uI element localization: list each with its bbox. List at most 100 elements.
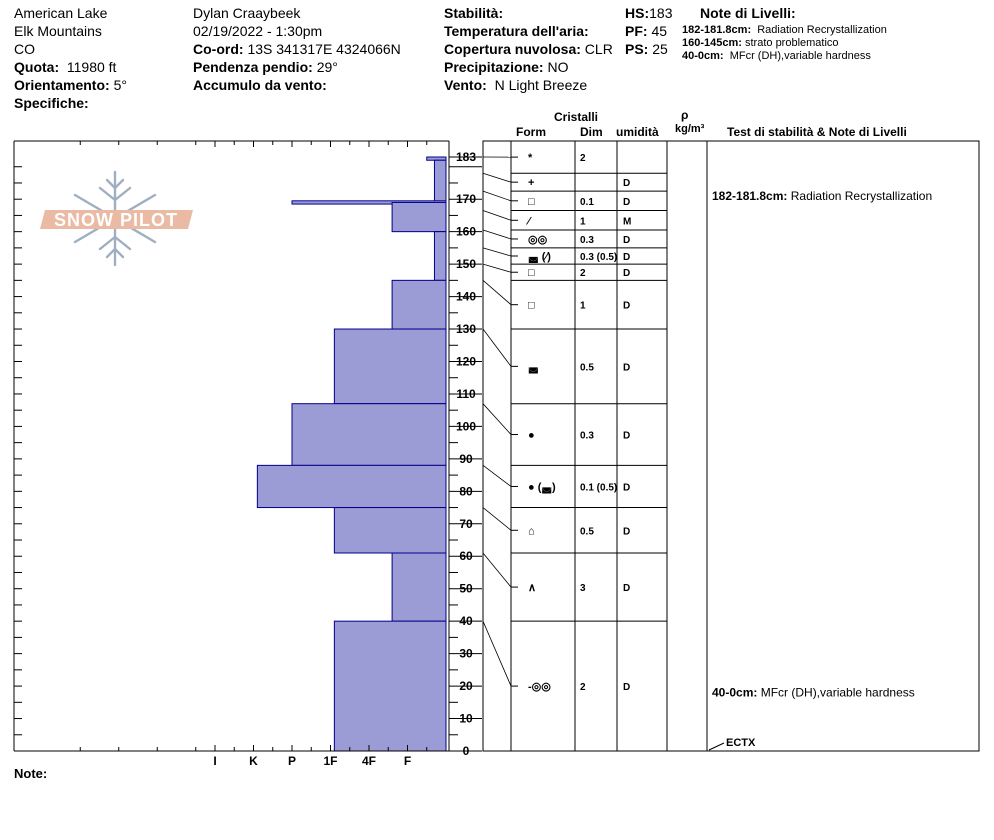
hardness-bar	[333, 507, 447, 554]
depth-tick-label: 50	[459, 582, 473, 596]
cloud-value: CLR	[584, 41, 613, 57]
stability-label: Stabilità:	[444, 5, 504, 21]
annotation-text: Radiation Recrystallization	[791, 189, 932, 203]
depth-tick-label: 20	[459, 679, 473, 693]
crystal-size: 1	[580, 301, 586, 312]
air-temp-label: Temperatura dell'aria:	[444, 23, 589, 39]
layer-note-text: strato problematico	[745, 37, 839, 49]
depth-tick-label: 40	[459, 614, 473, 628]
hs-line: HS:183	[625, 4, 672, 22]
layer-note-range: 40-0cm:	[682, 50, 724, 62]
crystal-moisture: D	[623, 526, 630, 537]
layer-note-text: Radiation Recrystallization	[757, 24, 887, 36]
slope-value: 29°	[316, 59, 338, 75]
test-pointer	[708, 742, 725, 751]
annotation-range: 40-0cm:	[712, 686, 761, 700]
crystal-moisture: D	[623, 178, 630, 189]
layer-note-text: MFcr (DH),variable hardness	[729, 50, 871, 62]
crystal-moisture: D	[623, 362, 630, 373]
layer-connector	[482, 328, 512, 367]
mountain-range: Elk Mountains	[14, 23, 102, 39]
depth-tick-label: 170	[456, 192, 476, 206]
crystal-form: ● (◛)	[528, 481, 556, 493]
hardness-bar	[433, 159, 447, 203]
hardness-bar	[433, 231, 447, 281]
crystals-header: Cristalli	[554, 110, 599, 124]
crystal-moisture: D	[623, 682, 630, 693]
crystal-moisture: D	[623, 431, 630, 442]
crystal-size: 0.1	[580, 197, 594, 208]
layer-connector	[482, 247, 512, 257]
snowpilot-logo: SNOW PILOT	[40, 170, 193, 267]
crystal-moisture: M	[623, 216, 631, 227]
hardness-tick-label: 4F	[362, 754, 376, 768]
depth-tick-label: 30	[459, 647, 473, 661]
depth-tick-label: 150	[456, 257, 476, 271]
hardness-tick-label: P	[288, 754, 296, 768]
crystal-size: 0.1 (0.5)	[580, 482, 617, 493]
logo-text: SNOW PILOT	[54, 210, 178, 230]
layer-note: 40-0cm: MFcr (DH),variable hardness	[682, 50, 871, 63]
rho-header: ρ	[681, 108, 689, 122]
crystal-form: ∧	[528, 582, 536, 594]
crystal-size: 0.3	[580, 431, 594, 442]
pf-value: 45	[651, 23, 668, 39]
location-name: American Lake	[14, 5, 108, 21]
hs-value: 183	[649, 5, 673, 21]
layer-connector	[482, 280, 512, 305]
layer-connector	[482, 263, 512, 273]
crystal-form: ◛	[528, 361, 539, 373]
layer-connector	[482, 403, 512, 435]
crystal-size: 0.3	[580, 235, 594, 246]
elevation-label: Quota:	[14, 59, 60, 75]
elevation-value: 11980 ft	[66, 59, 117, 75]
layer-annotation: 182-181.8cm: Radiation Recrystallization	[712, 189, 932, 203]
crystal-form: □	[528, 267, 535, 279]
slope-line: Pendenza pendio: 29°	[193, 58, 338, 76]
crystal-form: *	[528, 152, 533, 164]
crystal-form: ⁄	[525, 215, 532, 227]
logo-banner	[40, 210, 193, 229]
annotation-range: 182-181.8cm:	[712, 189, 791, 203]
state: CO	[14, 41, 35, 57]
crystal-form: ◛ (⁄)	[528, 251, 551, 263]
annotation-text: MFcr (DH),variable hardness	[761, 686, 915, 700]
depth-tick-label: 140	[456, 290, 476, 304]
notes-label: Note:	[14, 766, 48, 781]
precip-value: NO	[547, 59, 569, 75]
layer-note: 160-145cm: strato problematico	[682, 37, 839, 50]
ps-label: PS:	[625, 41, 649, 57]
layer-connector	[482, 210, 512, 221]
pf-line: PF: 45	[625, 22, 667, 40]
wind-line: Vento: N Light Breeze	[444, 76, 587, 94]
wind-label: Vento:	[444, 77, 487, 93]
crystal-table: * 2 + D □ 0.1 D ⁄ 1 M ◎◎ 0.3 D ◛ (⁄) 0.3 (0.5) D □ 2 D □ 1 D ◛…	[482, 140, 980, 752]
crystal-moisture: D	[623, 482, 630, 493]
crystal-form: ●	[528, 430, 535, 442]
moisture-header: umidità	[616, 125, 659, 139]
layer-annotation: 40-0cm: MFcr (DH),variable hardness	[712, 686, 915, 700]
hardness-bar	[333, 620, 447, 752]
crystal-size: 1	[580, 216, 586, 227]
depth-tick-label: 110	[456, 387, 476, 401]
depth-tick-label: 183	[456, 150, 476, 164]
specifics-label: Specifiche:	[14, 95, 89, 111]
crystal-form: ◎◎	[528, 234, 548, 246]
density-unit-header: kg/m³	[675, 123, 705, 135]
depth-tick-label: 10	[459, 712, 473, 726]
cloud-label: Copertura nuvolosa:	[444, 41, 581, 57]
crystal-moisture: D	[623, 583, 630, 594]
pf-label: PF:	[625, 23, 648, 39]
layer-note: 182-181.8cm: Radiation Recrystallization	[682, 24, 887, 37]
crystal-moisture: D	[623, 301, 630, 312]
depth-tick-label: 80	[459, 484, 473, 498]
crystal-moisture: D	[623, 252, 630, 263]
precip-line: Precipitazione: NO	[444, 58, 568, 76]
crystal-size: 0.5	[580, 362, 594, 373]
crystal-form: ⌂	[528, 525, 535, 537]
hs-label: HS:	[625, 5, 650, 21]
hardness-bar	[391, 279, 447, 330]
layer-notes-title: Note di Livelli:	[700, 5, 796, 21]
coord-line: Co-ord: 13S 341317E 4324066N	[193, 40, 401, 58]
hardness-bar	[256, 464, 447, 509]
